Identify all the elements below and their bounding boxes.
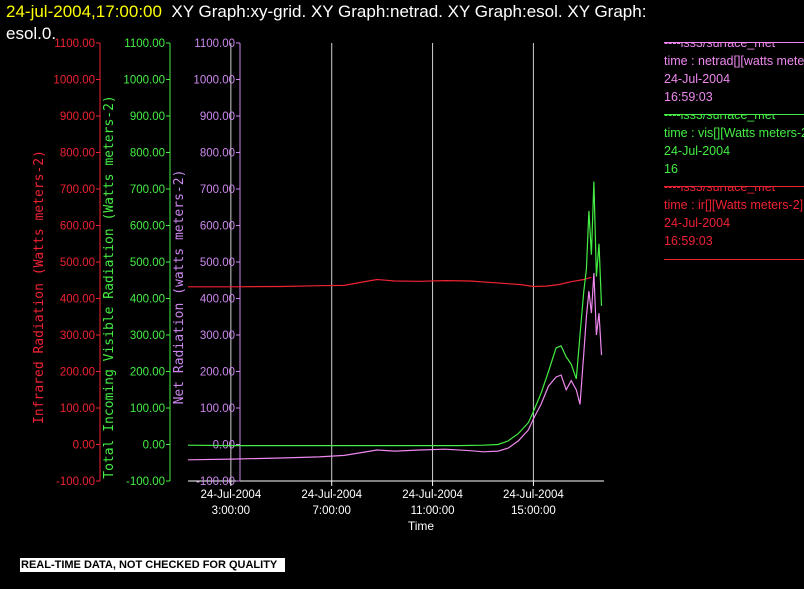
legend-source: ----iss3/surface_met [664,114,776,122]
x-tick-label-date: 24-Jul-2004 [503,489,564,501]
legend-date: 24-Jul-2004 [664,216,731,230]
legend-var: time : vis[][Watts meters-2] [664,126,804,140]
y-tick-label: 800.00 [60,148,95,160]
series-line-netrad [187,272,603,461]
y-tick-label: 500.00 [200,257,235,269]
y-tick-label: 0.00 [73,440,95,452]
y-tick-label: 200.00 [130,367,165,379]
legend-time: 16 [664,162,678,176]
x-axis-title: Time [408,519,435,533]
y-tick-label: 400.00 [130,294,165,306]
series-line-vis [187,181,603,447]
y-axis-title: Net Radiation (watts meters-2) [172,170,187,405]
legend-rule [664,42,804,43]
legend-rule [664,114,804,115]
y-tick-label: 500.00 [60,257,95,269]
legend-var: time : ir[][Watts meters-2] [664,198,804,212]
y-tick-label: 700.00 [60,184,95,196]
y-axis-title: Infrared Radiation (Watts meters-2) [32,150,47,424]
legend-var: time : netrad[][watts meters-2] [664,54,804,68]
y-tick-label: 300.00 [130,330,165,342]
y-tick-label: 200.00 [200,367,235,379]
title-graph-list: XY Graph:xy-grid. XY Graph:netrad. XY Gr… [171,2,647,21]
y-tick-label: 400.00 [60,294,95,306]
y-tick-label: 400.00 [200,294,235,306]
y-tick-label: 600.00 [200,221,235,233]
y-tick-label: 0.00 [143,440,165,452]
legend-source: ----iss3/surface_met [664,42,776,50]
legend-source: ----iss3/surface_met [664,186,776,194]
y-tick-label: 600.00 [60,221,95,233]
series-line-ir [188,276,592,288]
legend-time: 16:59:03 [664,234,713,248]
legend-time: 16:59:03 [664,90,713,104]
x-tick-label-time: 3:00:00 [212,505,250,517]
x-tick-label-time: 11:00:00 [411,505,455,517]
y-tick-label: 1000.00 [123,75,165,87]
legend-end-rule [664,259,804,260]
y-tick-label: 1100.00 [194,38,235,50]
legend-date: 24-Jul-2004 [664,144,731,158]
y-tick-label: -100.00 [196,476,235,488]
y-tick-label: 300.00 [200,330,235,342]
y-tick-label: 900.00 [130,111,165,123]
y-tick-label: -100.00 [126,476,165,488]
x-tick-label-time: 15:00:00 [511,505,556,517]
y-tick-label: 1100.00 [54,38,95,50]
y-tick-label: 1000.00 [193,75,235,87]
x-tick-label-time: 7:00:00 [313,505,351,517]
legend-date: 24-Jul-2004 [664,72,731,86]
y-tick-label: 700.00 [130,184,165,196]
y-tick-label: 900.00 [60,111,95,123]
y-tick-label: 500.00 [130,257,165,269]
chart-title-continued: esol.0. [6,24,57,43]
y-tick-label: 200.00 [60,367,95,379]
y-tick-label: 800.00 [200,148,235,160]
y-tick-label: 1000.00 [53,75,95,87]
y-tick-label: 900.00 [200,111,235,123]
y-tick-label: -100.00 [56,476,95,488]
y-tick-label: 1100.00 [124,38,165,50]
x-tick-label-date: 24-Jul-2004 [301,489,362,501]
chart-title: 24-jul-2004,17:00:00 XY Graph:xy-grid. X… [6,2,646,22]
y-tick-label: 700.00 [200,184,235,196]
y-tick-label: 100.00 [60,403,95,415]
y-tick-label: 100.00 [200,403,235,415]
data-quality-disclaimer: REAL-TIME DATA, NOT CHECKED FOR QUALITY [20,558,286,572]
y-tick-label: 100.00 [130,403,165,415]
title-date: 24-jul-2004,17:00:00 [6,2,162,21]
y-tick-label: 300.00 [60,330,95,342]
legend-rule [664,186,804,187]
x-tick-label-date: 24-Jul-2004 [200,489,261,501]
y-axis-title: Total Incoming Visible Radiation (Watts … [102,95,117,479]
y-tick-label: 800.00 [130,148,165,160]
x-tick-label-date: 24-Jul-2004 [402,489,463,501]
y-tick-label: 600.00 [130,221,165,233]
